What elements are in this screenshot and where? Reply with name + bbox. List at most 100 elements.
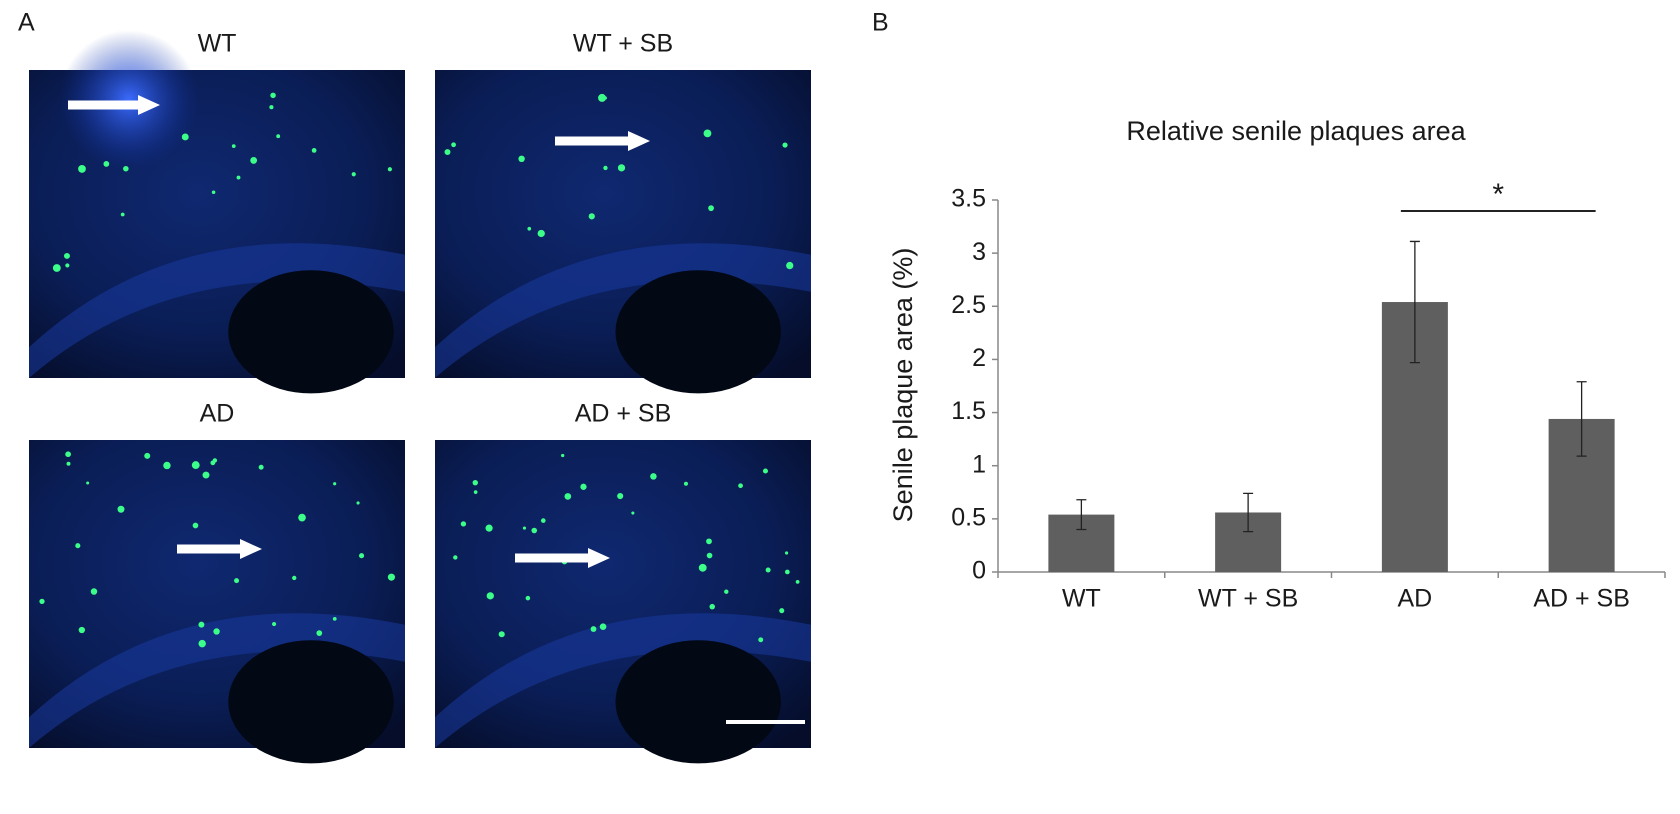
plaque-dot xyxy=(617,164,626,172)
plaque-dot xyxy=(590,626,597,632)
y-tick-label: 3 xyxy=(972,238,986,266)
plaque-dot xyxy=(356,501,360,505)
arrow-head xyxy=(588,548,610,568)
plaque-dot xyxy=(738,483,743,489)
plaque-dot xyxy=(86,481,90,485)
plaque-dot xyxy=(192,522,199,529)
plaque-dot xyxy=(272,622,277,627)
plaque-dot xyxy=(498,631,505,638)
plaque-dot xyxy=(66,461,71,466)
plaque-dot xyxy=(191,461,200,470)
y-tick-label: 0.5 xyxy=(951,503,986,531)
plaque-dot xyxy=(333,482,337,486)
glow xyxy=(59,30,199,170)
plaque-dot xyxy=(117,505,125,513)
plaque-dot xyxy=(472,479,478,486)
chart-title: Relative senile plaques area xyxy=(1126,116,1466,146)
plaque-dot xyxy=(785,569,790,575)
plaque-dot xyxy=(598,93,607,102)
plaque-dot xyxy=(703,129,712,138)
plaque-dot xyxy=(564,493,572,500)
plaque-dot xyxy=(298,513,306,522)
x-tick-label: WT xyxy=(1062,585,1101,613)
plaque-dot xyxy=(269,105,274,110)
plaque-dot xyxy=(163,461,171,470)
plaque-dot xyxy=(795,580,800,584)
y-axis-label: Senile plaque area (%) xyxy=(888,248,918,523)
image-title: AD xyxy=(200,400,235,428)
plaque-dot xyxy=(451,142,456,148)
plaque-dot xyxy=(210,460,216,466)
arrow-head xyxy=(138,95,160,115)
plaque-dot xyxy=(706,552,713,559)
plaque-dot xyxy=(531,527,538,534)
error-bar xyxy=(1243,492,1254,533)
plaque-dot xyxy=(270,92,276,99)
plaque-dot xyxy=(784,551,789,555)
plaque-dot xyxy=(250,157,258,164)
error-bar xyxy=(1409,240,1420,364)
y-tick-label: 1.5 xyxy=(951,397,986,425)
plaque-dot xyxy=(683,481,688,486)
plaque-dot xyxy=(486,592,494,600)
plaque-dot xyxy=(599,623,607,630)
x-tick-label: WT + SB xyxy=(1198,585,1298,613)
plaque-dot xyxy=(144,452,151,459)
plaque-dot xyxy=(78,626,85,634)
plaque-dot xyxy=(75,543,81,549)
plaque-dot xyxy=(522,526,527,530)
plaque-dot xyxy=(561,453,565,458)
ventricle xyxy=(228,640,394,764)
plaque-dot xyxy=(311,148,317,153)
plaque-dot xyxy=(236,175,241,180)
plaque-dot xyxy=(588,213,595,220)
plaque-dot xyxy=(202,471,210,479)
plaque-dot xyxy=(540,518,546,523)
plaque-dot xyxy=(120,212,125,217)
plaque-dot xyxy=(762,468,768,474)
plaque-dot xyxy=(65,451,71,458)
plaque-dot xyxy=(782,142,788,148)
image-title: WT + SB xyxy=(573,30,673,58)
ventricle xyxy=(615,270,781,394)
plaque-dot xyxy=(198,621,205,628)
plaque-dot xyxy=(650,473,657,480)
plaque-dot xyxy=(90,588,98,595)
x-tick-label: AD xyxy=(1398,585,1433,613)
plaque-dot xyxy=(765,567,771,573)
error-bar xyxy=(1576,381,1587,457)
panel-label: B xyxy=(872,9,889,37)
y-tick-label: 2.5 xyxy=(951,291,986,319)
plaque-dot xyxy=(527,226,532,231)
plaque-dot xyxy=(332,616,337,621)
plaque-dot xyxy=(213,628,220,635)
plaque-dot xyxy=(786,261,794,270)
ventricle xyxy=(615,640,781,764)
plaque-dot xyxy=(387,573,395,581)
image-title: WT xyxy=(198,30,237,58)
plaque-dot xyxy=(52,264,61,272)
plaque-dot xyxy=(231,144,236,149)
plaque-dot xyxy=(709,603,715,610)
plaque-dot xyxy=(39,598,45,605)
plaque-dot xyxy=(631,511,635,515)
plaque-dot xyxy=(525,595,531,601)
plaque-dot xyxy=(537,229,545,238)
plaque-dot xyxy=(198,639,206,648)
y-tick-label: 1 xyxy=(972,450,986,478)
plaque-dot xyxy=(292,575,297,581)
plaque-dot xyxy=(453,555,458,560)
plaque-dot xyxy=(485,524,493,532)
plaque-dot xyxy=(65,263,70,268)
significance-label: * xyxy=(1492,178,1504,211)
plaque-dot xyxy=(473,490,478,494)
plaque-dot xyxy=(706,538,712,545)
plaque-dot xyxy=(724,589,729,594)
arrow-head xyxy=(240,539,262,559)
plaque-dot xyxy=(603,165,608,171)
plaque-dot xyxy=(103,161,110,167)
arrow-head xyxy=(628,131,650,151)
y-tick-label: 3.5 xyxy=(951,185,986,213)
